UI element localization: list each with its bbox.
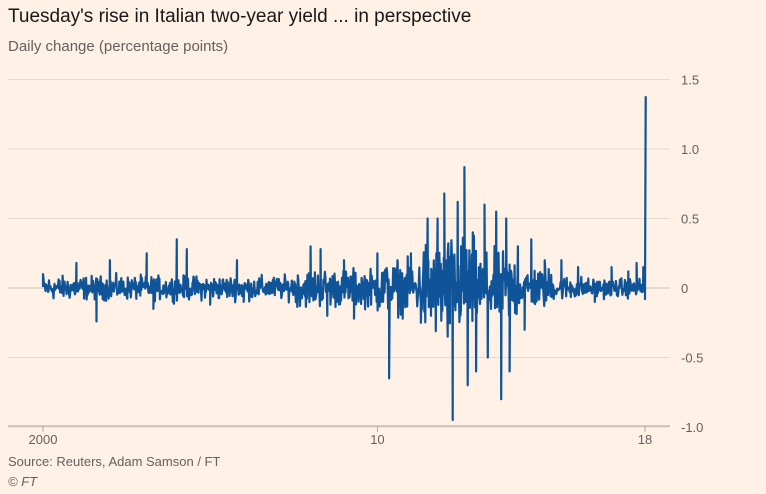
y-axis-ticks: 1.5 1.0 0.5 0 -0.5 -1.0 bbox=[681, 73, 703, 436]
gridlines bbox=[8, 79, 670, 428]
chart-title: Tuesday's rise in Italian two-year yield… bbox=[8, 6, 472, 27]
x-tick-label: 2000 bbox=[29, 432, 58, 447]
x-tick-label: 18 bbox=[638, 432, 652, 447]
y-tick-label: -0.5 bbox=[681, 351, 703, 366]
source-note: Source: Reuters, Adam Samson / FT bbox=[8, 454, 221, 469]
x-tick-label: 10 bbox=[370, 432, 384, 447]
series-line bbox=[41, 96, 647, 422]
y-tick-label: 0.5 bbox=[681, 212, 699, 227]
x-axis: 2000 10 18 bbox=[8, 425, 670, 447]
ft-credit: © FT bbox=[8, 474, 38, 489]
line-chart: 2000 10 18 1.5 1.0 0.5 0 -0.5 -1.0 bbox=[8, 73, 703, 447]
y-tick-label: -1.0 bbox=[681, 420, 703, 435]
series-italian-2yr-yield-change bbox=[41, 96, 647, 422]
chart-subtitle: Daily change (percentage points) bbox=[8, 38, 229, 55]
y-tick-label: 0 bbox=[681, 281, 688, 296]
y-tick-label: 1.0 bbox=[681, 142, 699, 157]
y-tick-label: 1.5 bbox=[681, 73, 699, 88]
